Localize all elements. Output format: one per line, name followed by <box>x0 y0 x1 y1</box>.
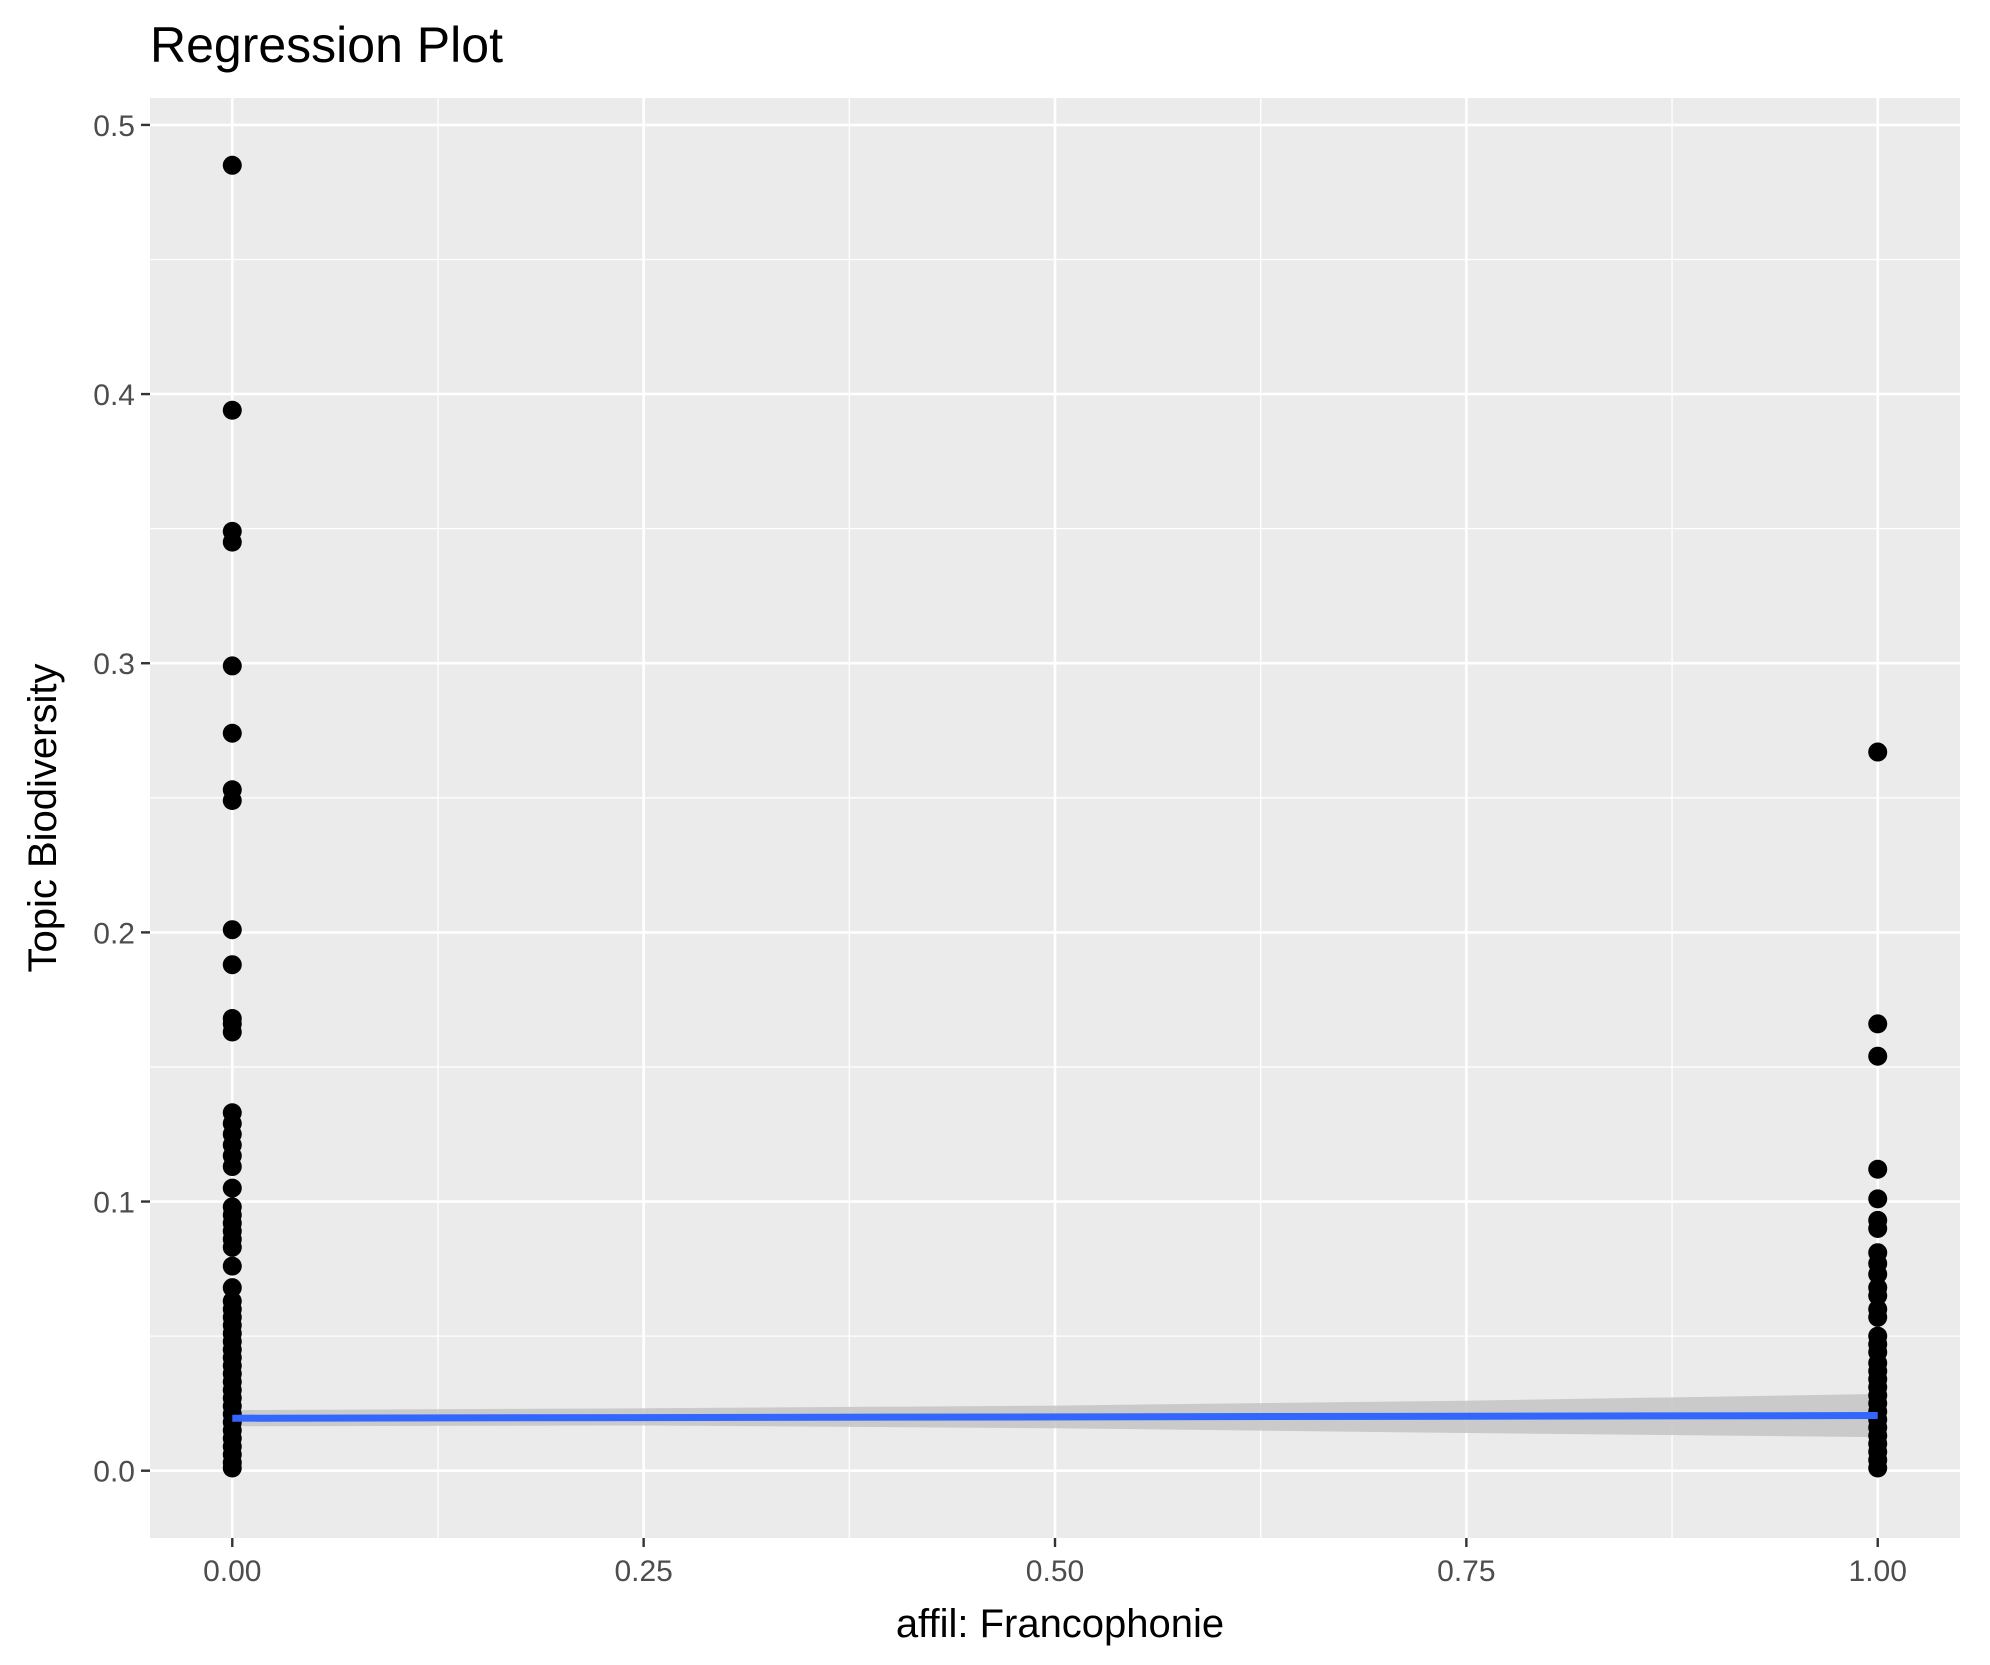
y-axis: 0.0 0.1 0.2 0.3 0.4 0.5 <box>93 110 150 1489</box>
y-tick-label: 0.0 <box>93 1456 135 1489</box>
data-point <box>222 656 242 676</box>
y-tick-label: 0.4 <box>93 379 135 412</box>
x-tick-label: 0.75 <box>1437 1555 1495 1588</box>
y-tick-label: 0.3 <box>93 648 135 681</box>
data-point <box>1868 1264 1888 1284</box>
data-point <box>1868 1189 1888 1209</box>
data-point <box>222 791 242 811</box>
data-point <box>222 955 242 975</box>
data-point <box>222 1278 242 1298</box>
data-point <box>222 1458 242 1478</box>
data-point <box>1868 742 1888 762</box>
data-point <box>1868 1046 1888 1066</box>
data-point <box>222 1178 242 1198</box>
y-axis-title: Topic Biodiversity <box>21 663 65 972</box>
data-point <box>222 155 242 175</box>
data-point <box>1868 1159 1888 1179</box>
data-point <box>222 1256 242 1276</box>
fit-line-layer <box>232 1412 1878 1422</box>
x-tick-label: 0.25 <box>614 1555 672 1588</box>
data-point <box>222 1022 242 1042</box>
x-axis-title: affil: Francophonie <box>896 1602 1224 1646</box>
data-point <box>1868 1014 1888 1034</box>
y-tick-label: 0.2 <box>93 917 135 950</box>
x-tick-label: 0.00 <box>203 1555 261 1588</box>
data-point <box>222 920 242 940</box>
data-point <box>1868 1218 1888 1238</box>
data-point <box>222 1157 242 1177</box>
data-point <box>222 400 242 420</box>
data-point <box>1868 1458 1888 1478</box>
x-tick-label: 1.00 <box>1849 1555 1907 1588</box>
data-point <box>1868 1307 1888 1327</box>
x-axis: 0.00 0.25 0.50 0.75 1.00 <box>203 1538 1907 1588</box>
x-tick-label: 0.50 <box>1026 1555 1084 1588</box>
chart-title: Regression Plot <box>150 17 503 73</box>
points-layer <box>222 155 1888 1478</box>
data-point <box>1868 1286 1888 1306</box>
data-point <box>222 723 242 743</box>
y-tick-label: 0.5 <box>93 110 135 143</box>
regression-line <box>232 1412 1878 1422</box>
y-tick-label: 0.1 <box>93 1187 135 1220</box>
data-point <box>222 532 242 552</box>
data-point <box>222 1237 242 1257</box>
